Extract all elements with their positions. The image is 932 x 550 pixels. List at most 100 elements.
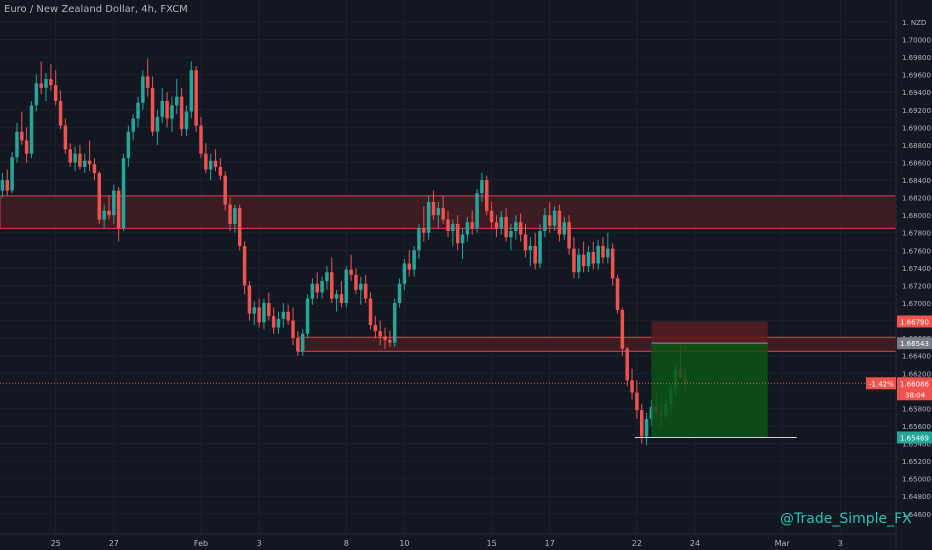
x-tick-label: Feb (194, 539, 208, 548)
candle-body (237, 208, 242, 246)
y-tick-label: 1.69200 (902, 107, 931, 115)
candle-body (291, 320, 295, 339)
y-tick-label: 1.67200 (902, 282, 931, 290)
x-tick-label: 3 (257, 539, 262, 548)
candle-body (189, 70, 194, 112)
candle-body (426, 202, 431, 233)
candle-body (262, 303, 266, 323)
y-tick-label: 1.65200 (902, 458, 931, 466)
candle-body (344, 269, 349, 304)
candle-body (300, 333, 305, 352)
price-label-tag (897, 315, 932, 328)
y-tick-label: 1.69000 (902, 124, 931, 132)
x-tick-label: 24 (690, 539, 700, 548)
stop-loss-zone[interactable] (651, 321, 768, 344)
y-tick-label: 1.70000 (902, 37, 931, 45)
candle-body (518, 222, 523, 235)
candle-body (446, 219, 450, 231)
candle-body (397, 283, 402, 304)
y-tick-label: 1.69400 (902, 89, 931, 97)
candle-body (223, 175, 227, 205)
candle-body (383, 336, 387, 340)
candle-body (485, 180, 489, 211)
countdown-text: 38:04 (905, 391, 926, 399)
candle-body (112, 190, 116, 216)
candle-body (126, 131, 131, 159)
y-tick-label: 1.65000 (902, 476, 931, 484)
y-tick-label: 1.64600 (902, 511, 931, 519)
candle-body (213, 160, 218, 167)
take-profit-zone[interactable] (651, 343, 768, 438)
candle-body (121, 158, 126, 229)
candle-body (388, 339, 392, 343)
candle-body (325, 272, 329, 282)
y-tick-label: 1.68400 (902, 177, 931, 185)
x-tick-label: 15 (486, 539, 496, 548)
candle-body (533, 245, 537, 264)
candle-body (610, 248, 615, 279)
candle-body (320, 281, 324, 293)
candle-body (363, 283, 368, 299)
x-tick-label: 10 (399, 539, 409, 548)
candle-body (441, 208, 445, 220)
candle-body (606, 248, 610, 258)
candle-body (155, 116, 160, 132)
candle-body (509, 230, 513, 238)
candle-body (601, 245, 605, 258)
x-tick-label: 3 (838, 539, 843, 548)
y-tick-label: 1.67600 (902, 247, 931, 255)
candle-body (334, 294, 339, 299)
candle-body (455, 223, 460, 244)
trade-tool[interactable] (634, 321, 797, 438)
candle-body (136, 102, 140, 119)
candle-body (315, 283, 319, 293)
candle-body (577, 254, 581, 273)
candle-body (131, 118, 135, 132)
candle-body (422, 228, 426, 233)
candle-body (24, 140, 29, 154)
candle-body (407, 263, 411, 270)
candle-body (257, 307, 261, 323)
candle-body (644, 418, 649, 437)
y-tick-label: 1.68000 (902, 212, 931, 220)
candle-body (562, 222, 566, 235)
x-tick-label: 22 (632, 539, 642, 548)
candle-body (373, 324, 378, 332)
candle-body (620, 310, 625, 349)
y-tick-label: 1.65400 (902, 441, 931, 449)
candle-body (97, 173, 102, 220)
x-tick-label: 27 (109, 539, 119, 548)
candle-body (141, 76, 145, 103)
candle-body (436, 208, 441, 216)
change-text: -1.42% (869, 380, 894, 388)
y-tick-label: 1.67400 (902, 265, 931, 273)
candle-body (175, 96, 179, 106)
candle-body (581, 254, 586, 267)
candle-body (204, 153, 208, 170)
candle-body (475, 193, 479, 229)
candle-body (247, 285, 252, 314)
y-tick-label: 1.64800 (902, 493, 931, 501)
candle-body (286, 311, 290, 321)
candle-body (547, 215, 552, 226)
candle-body (281, 311, 286, 319)
candle-body (107, 210, 111, 216)
candle-body (639, 410, 644, 437)
candle-body (552, 210, 557, 226)
candle-body (557, 210, 562, 235)
candle-body (78, 153, 82, 167)
candle-body (528, 245, 533, 251)
candle-body (5, 180, 10, 191)
y-tick-label: 1.66400 (902, 353, 931, 361)
y-tick-label: 1.65800 (902, 405, 931, 413)
candle-body (359, 283, 363, 290)
y-tick-label: 1.67800 (902, 230, 931, 238)
candle-body (489, 210, 494, 223)
candle-body (543, 215, 547, 231)
candle-body (431, 202, 436, 216)
candle-body (179, 96, 184, 130)
candle-body (199, 125, 203, 154)
